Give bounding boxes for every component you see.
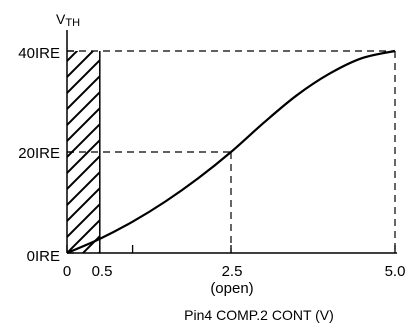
- y-tick-label-40: 40IRE: [18, 45, 60, 62]
- y-tick-label-0: 0IRE: [27, 248, 60, 265]
- y-axis-title-sub: TH: [65, 17, 80, 29]
- x-tick-label-5.0: 5.0: [385, 263, 406, 280]
- x-axis-title: Pin4 COMP.2 CONT (V): [184, 307, 334, 323]
- x-tick-sublabel-open: (open): [210, 280, 253, 297]
- y-axis-title: VTH: [56, 11, 80, 29]
- x-tick-label-0.5: 0.5: [92, 263, 113, 280]
- x-tick-label-0: 0: [63, 263, 71, 280]
- y-tick-label-20: 20IRE: [18, 145, 60, 162]
- x-tick-label-2.5: 2.5: [222, 263, 243, 280]
- series-line: [66, 49, 396, 255]
- y-axis-title-main: V: [56, 11, 66, 27]
